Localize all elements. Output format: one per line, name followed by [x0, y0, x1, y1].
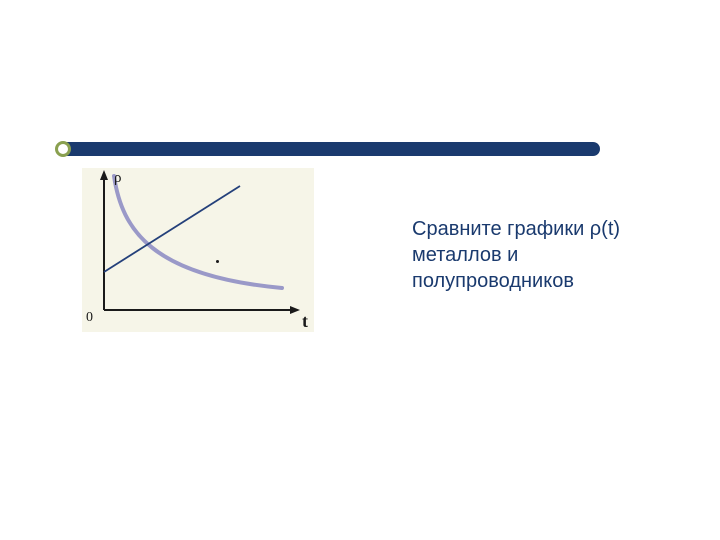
- x-axis-arrow: [290, 306, 300, 314]
- dot-mark: [216, 260, 219, 263]
- chart-area: ρ t 0: [82, 168, 314, 332]
- divider-bar: [60, 142, 600, 156]
- instruction-text: Сравните графики ρ(t) металлов и полупро…: [412, 216, 672, 294]
- chart-svg: [82, 168, 314, 332]
- divider-bullet: [55, 141, 71, 157]
- semiconductor-curve: [114, 176, 282, 288]
- y-axis-arrow: [100, 170, 108, 180]
- x-axis-label: t: [302, 311, 308, 332]
- origin-label: 0: [86, 310, 93, 326]
- y-axis-label: ρ: [114, 170, 122, 187]
